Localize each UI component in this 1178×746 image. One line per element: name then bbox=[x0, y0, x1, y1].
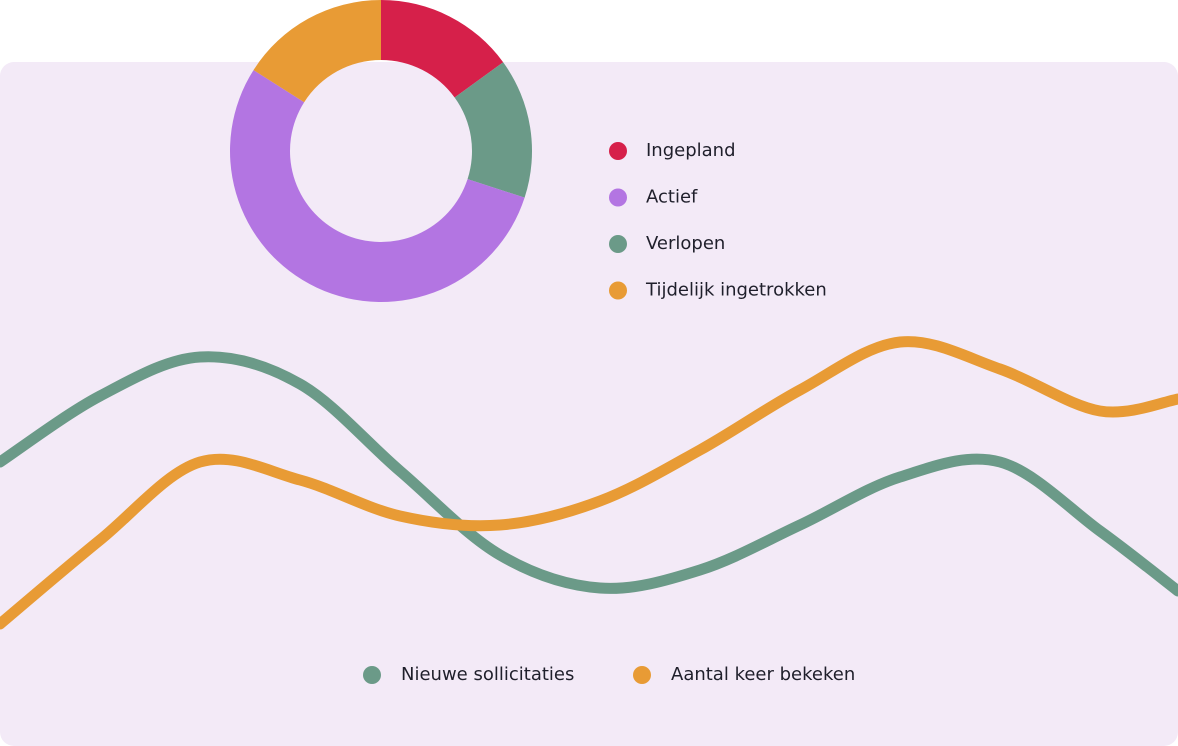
donut-slice bbox=[253, 0, 381, 103]
line-series bbox=[0, 351, 1178, 597]
legend-marker bbox=[609, 281, 627, 300]
legends: Ingepland Actief Verlopen Tijdelijk ingetro… bbox=[363, 140, 855, 685]
legend-label: Actief bbox=[646, 187, 698, 208]
legend-marker bbox=[609, 188, 627, 207]
donut-slice bbox=[381, 0, 504, 98]
line-chart bbox=[0, 336, 1178, 630]
legend-marker bbox=[609, 142, 627, 160]
card bbox=[0, 62, 1178, 746]
donut-slice bbox=[454, 62, 533, 198]
legend-label: Nieuwe sollicitaties bbox=[401, 664, 574, 685]
legend-marker bbox=[363, 666, 381, 684]
line-series bbox=[0, 336, 1178, 630]
legend-label: Tijdelijk ingetrokken bbox=[645, 280, 827, 301]
legend-label: Aantal keer bekeken bbox=[671, 664, 855, 685]
legend-marker bbox=[609, 235, 627, 253]
legend-label: Verlopen bbox=[646, 233, 725, 254]
donut-slice bbox=[230, 70, 525, 302]
donut-chart bbox=[230, 0, 533, 302]
legend-label: Ingepland bbox=[646, 140, 736, 161]
legend-marker bbox=[633, 666, 651, 684]
